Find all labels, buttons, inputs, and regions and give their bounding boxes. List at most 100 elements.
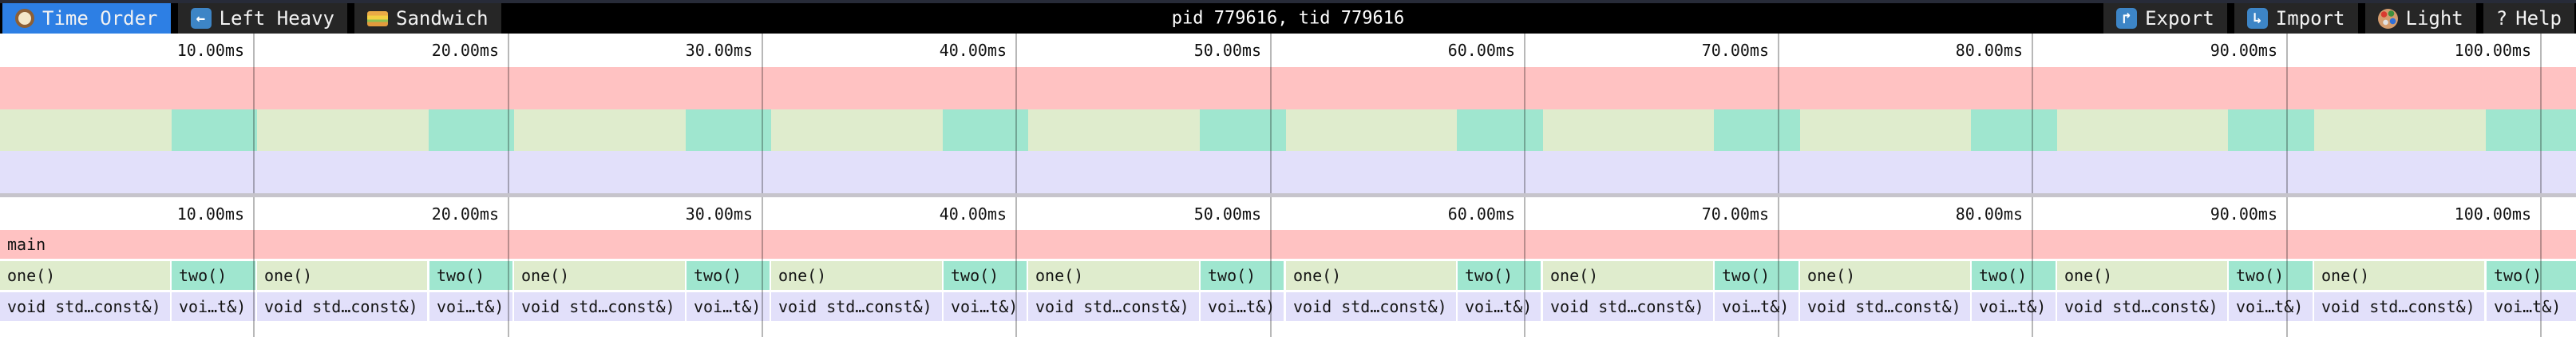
palette-icon: [2377, 8, 2398, 29]
minimap-band[interactable]: [2228, 109, 2314, 152]
button-import-label: Import: [2275, 7, 2345, 30]
minimap-band[interactable]: [943, 109, 1028, 152]
flame-frame-one[interactable]: one(): [1028, 261, 1199, 290]
view-tabs: Time Order ← Left Heavy Sandwich: [2, 3, 508, 34]
flame-frame-voi-t[interactable]: voi…t&): [1458, 292, 1541, 321]
minimap-band[interactable]: [257, 109, 429, 152]
minimap-band[interactable]: [1200, 109, 1286, 152]
minimap-band[interactable]: [1543, 109, 1714, 152]
button-export[interactable]: ↱ Export: [2103, 3, 2227, 34]
flame-frame-one[interactable]: one(): [2314, 261, 2484, 290]
time-tick-label: 40.00ms: [939, 41, 1007, 60]
sandwich-icon: [367, 10, 388, 26]
minimap-band[interactable]: [1457, 109, 1543, 152]
flame-frame-one[interactable]: one(): [257, 261, 427, 290]
flame-frame-one[interactable]: one(): [1543, 261, 1713, 290]
minimap-band[interactable]: [771, 109, 943, 152]
button-light-label: Light: [2405, 7, 2463, 30]
flame-frame-two[interactable]: two(): [2229, 261, 2313, 290]
tab-sandwich[interactable]: Sandwich: [354, 3, 501, 34]
minimap-band[interactable]: [1028, 109, 1200, 152]
tab-left-heavy-label: Left Heavy: [219, 7, 335, 30]
flame-frame-one[interactable]: one(): [2057, 261, 2227, 290]
left-arrow-icon: ←: [190, 8, 212, 29]
flame-frame-void-std-const[interactable]: void std…const&): [2057, 292, 2227, 321]
tab-time-order[interactable]: Time Order: [2, 3, 171, 34]
time-tick-label: 90.00ms: [2210, 41, 2277, 60]
flame-frame-void-std-const[interactable]: void std…const&): [1028, 292, 1199, 321]
flame-frame-two[interactable]: two(): [1458, 261, 1541, 290]
button-help-label: Help: [2515, 7, 2562, 30]
flame-frame-voi-t[interactable]: voi…t&): [429, 292, 512, 321]
flame-frame-voi-t[interactable]: voi…t&): [1972, 292, 2056, 321]
flame-frame-voi-t[interactable]: voi…t&): [2229, 292, 2313, 321]
flame-frame-voi-t[interactable]: voi…t&): [172, 292, 255, 321]
flame-frame-voi-t[interactable]: voi…t&): [1201, 292, 1284, 321]
button-help[interactable]: ? Help: [2483, 3, 2574, 34]
flame-frame-void-std-const[interactable]: void std…const&): [0, 292, 170, 321]
minimap-band[interactable]: [1971, 109, 2057, 152]
minimap-band[interactable]: [2486, 109, 2576, 152]
minimap-band[interactable]: [1286, 109, 1457, 152]
flame-frame-void-std-const[interactable]: void std…const&): [1543, 292, 1713, 321]
time-tick-label: 70.00ms: [1701, 204, 1769, 224]
button-import[interactable]: ↳ Import: [2234, 3, 2358, 34]
time-tick-label: 50.00ms: [1193, 204, 1261, 224]
minimap-band[interactable]: [514, 109, 686, 152]
flame-frame-one[interactable]: one(): [0, 261, 170, 290]
minimap-band-row: [0, 109, 2576, 152]
profile-title: pid 779616, tid 779616: [1171, 8, 1405, 29]
import-arrow-icon: ↳: [2246, 8, 2268, 29]
time-tick-label: 80.00ms: [1955, 204, 2023, 224]
flame-frame-voi-t[interactable]: voi…t&): [2487, 292, 2576, 321]
time-tick-label: 10.00ms: [176, 41, 244, 60]
minimap-band[interactable]: [0, 109, 172, 152]
flame-frame-one[interactable]: one(): [514, 261, 685, 290]
minimap-band[interactable]: [172, 109, 257, 152]
flame-frame-void-std-const[interactable]: void std…const&): [1286, 292, 1456, 321]
tab-time-order-label: Time Order: [42, 7, 158, 30]
flame-frame-one[interactable]: one(): [1286, 261, 1456, 290]
flame-frame-two[interactable]: two(): [687, 261, 770, 290]
button-light[interactable]: Light: [2364, 3, 2476, 34]
flame-frame-void-std-const[interactable]: void std…const&): [257, 292, 427, 321]
minimap-band[interactable]: [686, 109, 771, 152]
flamegraph-row: void std…const&) voi…t&) void std…const&) v…: [0, 292, 2576, 321]
flame-frame-two[interactable]: two(): [944, 261, 1027, 290]
flame-frame-main[interactable]: main: [0, 230, 2576, 259]
minimap-band[interactable]: [429, 109, 514, 152]
flame-frame-two[interactable]: two(): [1972, 261, 2056, 290]
flame-frame-two[interactable]: two(): [429, 261, 512, 290]
time-tick-label: 100.00ms: [2454, 41, 2531, 60]
time-tick-label: 60.00ms: [1447, 41, 1515, 60]
minimap-band[interactable]: [1714, 109, 1800, 152]
mantel-clock-icon: [15, 9, 34, 28]
flamechart: main one() two() one() two() one() two() one() t…: [0, 230, 2576, 337]
minimap-band[interactable]: [2057, 109, 2228, 152]
flame-frame-void-std-const[interactable]: void std…const&): [514, 292, 685, 321]
minimap-time-axis: 10.00ms 20.00ms 30.00ms 40.00ms 50.00ms 60.00…: [0, 34, 2576, 67]
flamechart-time-axis: 10.00ms 20.00ms 30.00ms 40.00ms 50.00ms 60.00…: [0, 197, 2576, 230]
flame-frame-one[interactable]: one(): [1800, 261, 1970, 290]
minimap-band[interactable]: [2314, 109, 2486, 152]
window-top-strip: [0, 0, 2576, 3]
flame-frame-two[interactable]: two(): [1715, 261, 1798, 290]
flame-frame-void-std-const[interactable]: void std…const&): [1800, 292, 1970, 321]
flame-frame-voi-t[interactable]: voi…t&): [944, 292, 1027, 321]
minimap-band[interactable]: [0, 151, 2576, 193]
tab-left-heavy[interactable]: ← Left Heavy: [177, 3, 347, 34]
flame-frame-two[interactable]: two(): [172, 261, 255, 290]
flame-frame-voi-t[interactable]: voi…t&): [1715, 292, 1798, 321]
minimap[interactable]: [0, 67, 2576, 193]
tab-bar: Time Order ← Left Heavy Sandwich pid 779616…: [0, 3, 2576, 34]
flame-frame-two[interactable]: two(): [2487, 261, 2576, 290]
minimap-band[interactable]: [1800, 109, 1971, 152]
time-tick-label: 70.00ms: [1701, 41, 1769, 60]
flame-frame-one[interactable]: one(): [771, 261, 942, 290]
flame-frame-two[interactable]: two(): [1201, 261, 1284, 290]
flame-frame-voi-t[interactable]: voi…t&): [687, 292, 770, 321]
minimap-band[interactable]: [0, 67, 2576, 109]
flame-frame-void-std-const[interactable]: void std…const&): [771, 292, 942, 321]
flame-frame-void-std-const[interactable]: void std…const&): [2314, 292, 2484, 321]
